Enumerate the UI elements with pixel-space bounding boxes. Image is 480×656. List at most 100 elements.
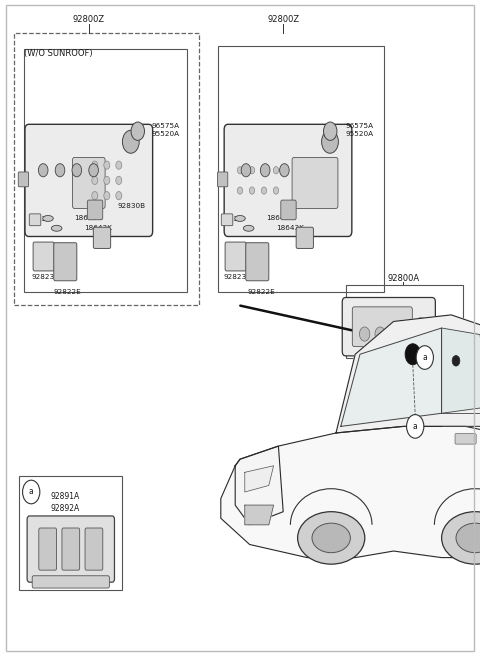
Circle shape: [92, 176, 98, 184]
Text: a: a: [29, 487, 34, 497]
Text: 92800Z: 92800Z: [73, 15, 105, 24]
Text: 92830B: 92830B: [118, 203, 146, 209]
Circle shape: [237, 187, 242, 194]
Text: 92822E: 92822E: [248, 289, 276, 295]
Circle shape: [131, 122, 144, 140]
FancyBboxPatch shape: [292, 157, 338, 209]
Circle shape: [104, 176, 110, 184]
FancyBboxPatch shape: [93, 227, 110, 249]
FancyBboxPatch shape: [281, 200, 296, 220]
Circle shape: [279, 164, 289, 177]
Ellipse shape: [43, 215, 53, 222]
Ellipse shape: [298, 512, 365, 564]
Text: 92891A: 92891A: [50, 492, 80, 501]
Circle shape: [241, 164, 251, 177]
Text: 18645D: 18645D: [432, 328, 461, 335]
Circle shape: [92, 192, 98, 199]
FancyBboxPatch shape: [352, 307, 412, 346]
FancyBboxPatch shape: [296, 227, 313, 249]
FancyBboxPatch shape: [54, 243, 77, 281]
Circle shape: [250, 167, 254, 174]
Circle shape: [55, 164, 65, 177]
Polygon shape: [442, 328, 480, 413]
Text: 18643K: 18643K: [266, 215, 294, 222]
Circle shape: [92, 161, 98, 169]
Circle shape: [391, 327, 401, 341]
Circle shape: [23, 480, 40, 504]
Polygon shape: [245, 466, 274, 492]
Text: 76120: 76120: [221, 216, 244, 222]
FancyBboxPatch shape: [221, 214, 233, 226]
FancyBboxPatch shape: [18, 172, 29, 187]
FancyBboxPatch shape: [32, 576, 109, 588]
Ellipse shape: [456, 523, 480, 552]
Ellipse shape: [312, 523, 350, 552]
FancyBboxPatch shape: [246, 243, 269, 281]
FancyBboxPatch shape: [85, 528, 103, 570]
Circle shape: [452, 356, 460, 366]
Text: 18643K: 18643K: [276, 225, 304, 232]
Circle shape: [104, 161, 110, 169]
Circle shape: [274, 187, 278, 194]
Circle shape: [405, 344, 420, 365]
Circle shape: [72, 164, 82, 177]
Circle shape: [116, 176, 122, 184]
Circle shape: [89, 164, 98, 177]
FancyBboxPatch shape: [217, 172, 228, 187]
Text: 96575A: 96575A: [346, 123, 374, 129]
Polygon shape: [221, 426, 480, 558]
FancyBboxPatch shape: [72, 157, 105, 209]
Text: 18643K: 18643K: [84, 225, 112, 232]
Text: 92823D: 92823D: [31, 274, 60, 280]
Text: a: a: [422, 353, 427, 362]
Circle shape: [274, 167, 278, 174]
Circle shape: [237, 167, 242, 174]
Text: 92800A: 92800A: [387, 274, 419, 283]
Text: 96575A: 96575A: [151, 123, 180, 129]
FancyBboxPatch shape: [29, 214, 41, 226]
Polygon shape: [341, 328, 442, 426]
Ellipse shape: [420, 328, 431, 335]
Text: 92800Z: 92800Z: [267, 15, 299, 24]
FancyBboxPatch shape: [39, 528, 57, 570]
Circle shape: [261, 167, 267, 174]
FancyBboxPatch shape: [25, 125, 153, 237]
FancyBboxPatch shape: [224, 125, 352, 237]
FancyBboxPatch shape: [33, 242, 54, 271]
FancyBboxPatch shape: [62, 528, 80, 570]
Circle shape: [116, 192, 122, 199]
Circle shape: [360, 327, 370, 341]
Text: 92823D: 92823D: [223, 274, 252, 280]
Ellipse shape: [235, 215, 245, 222]
Text: 92892A: 92892A: [50, 504, 80, 513]
Ellipse shape: [442, 512, 480, 564]
FancyBboxPatch shape: [342, 297, 435, 356]
Ellipse shape: [243, 226, 254, 232]
Text: 92822E: 92822E: [53, 289, 81, 295]
Text: a: a: [413, 422, 418, 431]
Text: 92830B: 92830B: [310, 203, 338, 209]
Circle shape: [250, 187, 254, 194]
Circle shape: [322, 131, 338, 154]
FancyBboxPatch shape: [27, 516, 115, 583]
Circle shape: [38, 164, 48, 177]
Polygon shape: [336, 315, 480, 433]
FancyBboxPatch shape: [225, 242, 246, 271]
FancyBboxPatch shape: [455, 434, 476, 444]
Circle shape: [416, 346, 433, 369]
Text: 95520A: 95520A: [151, 131, 180, 137]
Circle shape: [261, 187, 267, 194]
Circle shape: [104, 192, 110, 199]
Circle shape: [324, 122, 337, 140]
Circle shape: [260, 164, 270, 177]
Ellipse shape: [416, 318, 428, 331]
FancyBboxPatch shape: [87, 200, 103, 220]
Ellipse shape: [51, 226, 62, 232]
Circle shape: [116, 161, 122, 169]
Text: 95520A: 95520A: [346, 131, 374, 137]
Polygon shape: [245, 505, 274, 525]
Text: 18643K: 18643K: [74, 215, 102, 222]
Text: 76120: 76120: [29, 216, 52, 222]
Polygon shape: [235, 446, 283, 525]
Circle shape: [375, 327, 385, 341]
